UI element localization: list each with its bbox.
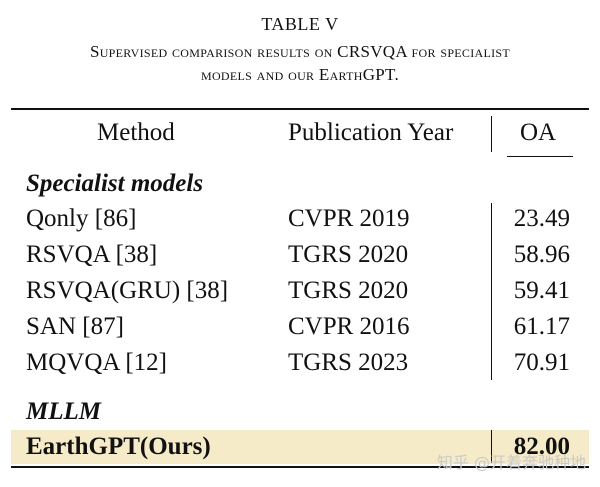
row-method: SAN [87] [26, 313, 124, 340]
table-caption-label: TABLE V [261, 14, 339, 34]
highlight-row-background [11, 430, 589, 464]
row-oa: 61.17 [513, 313, 570, 340]
section-title-specialist: Specialist models [26, 170, 204, 197]
header-publication-year: Publication Year [288, 119, 454, 146]
row-year: CVPR 2019 [288, 205, 410, 232]
row-oa: 58.96 [513, 241, 570, 268]
header-oa: OA [520, 119, 557, 146]
row-year: TGRS 2020 [288, 277, 409, 304]
oa-header-underline [507, 156, 573, 157]
table-top-rule [11, 108, 589, 110]
section-title-mllm: MLLM [26, 398, 101, 425]
row-oa: 82.00 [513, 433, 570, 460]
row-oa: 23.49 [513, 205, 570, 232]
row-year: CVPR 2016 [288, 313, 410, 340]
caption-line-1: Supervised comparison results on CRSVQA … [89, 42, 511, 61]
table-bottom-rule [11, 466, 589, 468]
row-method: RSVQA [38] [26, 241, 158, 268]
column-divider-mllm [491, 430, 492, 463]
row-oa: 59.41 [513, 277, 570, 304]
watermark: 知乎 @开着奔驰种地 [436, 453, 586, 472]
row-oa: 70.91 [513, 349, 570, 376]
row-year: TGRS 2023 [288, 349, 409, 376]
table-caption-text: Supervised comparison results on CRSVQA … [0, 40, 600, 86]
row-method: RSVQA(GRU) [38] [26, 277, 229, 304]
caption-line-2: models and our EarthGPT. [200, 65, 400, 84]
row-method: Qonly [86] [26, 205, 137, 232]
row-method: MQVQA [12] [26, 349, 167, 376]
header-method: Method [97, 119, 175, 146]
column-divider-header [491, 116, 492, 152]
row-year: TGRS 2020 [288, 241, 409, 268]
column-divider-specialist [491, 203, 492, 380]
row-method: EarthGPT(Ours) [26, 433, 211, 460]
